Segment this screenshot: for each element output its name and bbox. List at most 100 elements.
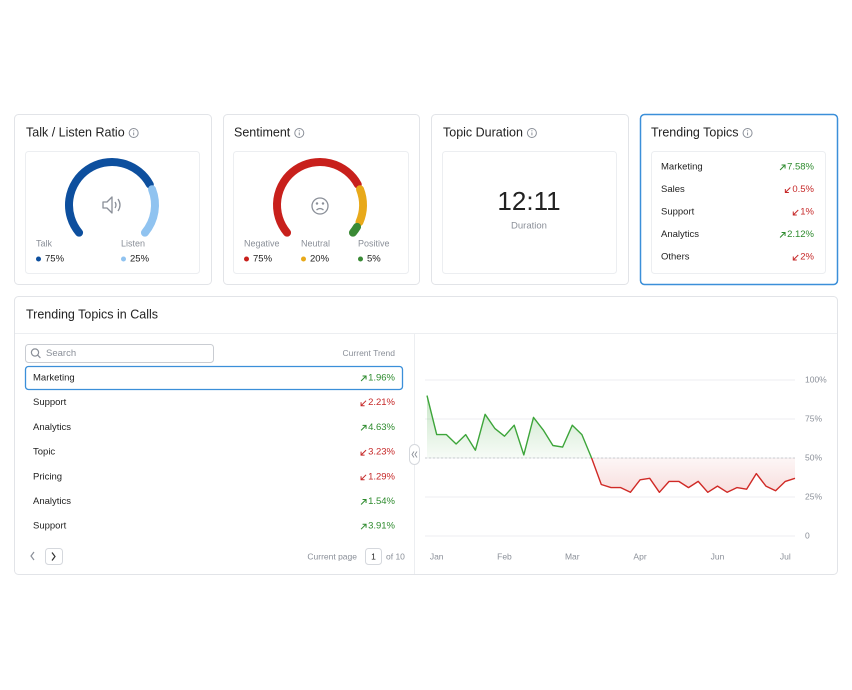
topic-change: 2% bbox=[800, 252, 814, 263]
legend-dot bbox=[121, 256, 126, 262]
legend-label: Neutral bbox=[301, 238, 330, 248]
topic-name: Support bbox=[661, 207, 695, 218]
legend-value: 75% bbox=[253, 254, 273, 265]
row-change: 2.21% bbox=[368, 397, 395, 408]
row-name: Analytics bbox=[33, 496, 71, 507]
row-name: Topic bbox=[33, 447, 55, 458]
x-tick-label: Jul bbox=[780, 551, 791, 561]
legend-value: 5% bbox=[367, 254, 381, 265]
duration-label: Duration bbox=[511, 221, 547, 232]
topic-change: 1% bbox=[800, 207, 814, 218]
card-title: Trending Topics bbox=[651, 125, 739, 139]
legend-label: Negative bbox=[244, 238, 280, 248]
legend-value: 25% bbox=[130, 254, 150, 265]
trend-arrow bbox=[360, 474, 367, 481]
y-tick-label: 0 bbox=[805, 530, 810, 540]
gauge-arc bbox=[273, 158, 362, 237]
sad-face-icon bbox=[311, 197, 329, 215]
x-tick-label: Apr bbox=[633, 551, 646, 561]
info-icon bbox=[742, 128, 753, 138]
duration-box bbox=[442, 151, 617, 274]
row-change: 1.29% bbox=[368, 471, 395, 482]
page-input[interactable] bbox=[365, 548, 382, 565]
y-tick-label: 25% bbox=[805, 491, 822, 501]
legend-label: Talk bbox=[36, 238, 53, 248]
legend-value: 20% bbox=[310, 254, 330, 265]
page-number: 1 bbox=[371, 551, 376, 561]
search-placeholder: Search bbox=[46, 348, 76, 359]
gauge-arc bbox=[348, 222, 362, 237]
gauge-arc bbox=[140, 185, 159, 237]
row-change: 1.54% bbox=[368, 496, 395, 507]
topic-change: 2.12% bbox=[787, 229, 814, 240]
legend-value: 75% bbox=[45, 254, 65, 265]
row-change: 3.91% bbox=[368, 521, 395, 532]
trend-arrow bbox=[360, 449, 367, 456]
legend-dot bbox=[36, 256, 41, 262]
y-tick-label: 75% bbox=[805, 413, 822, 423]
x-tick-label: Mar bbox=[565, 551, 580, 561]
area-fill bbox=[427, 395, 795, 493]
card-title: Talk / Listen Ratio bbox=[26, 125, 125, 139]
x-tick-label: Jun bbox=[711, 551, 725, 561]
trend-arrow bbox=[792, 254, 799, 261]
topic-name: Analytics bbox=[661, 229, 699, 240]
info-icon bbox=[746, 130, 749, 132]
trend-arrow bbox=[360, 375, 367, 382]
trend-arrow bbox=[784, 187, 791, 193]
trend-arrow bbox=[360, 400, 367, 407]
y-tick-label: 50% bbox=[805, 452, 822, 462]
speaker-icon bbox=[102, 196, 121, 214]
x-tick-label: Jan bbox=[430, 551, 444, 561]
trend-arrow bbox=[779, 164, 786, 171]
gauge-arc bbox=[65, 158, 154, 237]
row-name: Pricing bbox=[33, 471, 62, 482]
topic-change: 0.5% bbox=[792, 184, 814, 195]
row-change: 3.23% bbox=[368, 447, 395, 458]
trend-arrow bbox=[779, 232, 786, 238]
page-label: Current page bbox=[307, 551, 357, 561]
trend-arrow bbox=[360, 499, 367, 505]
row-name: Support bbox=[33, 521, 67, 532]
info-icon bbox=[128, 128, 139, 138]
topic-name: Others bbox=[661, 252, 690, 263]
x-tick-label: Feb bbox=[497, 551, 512, 561]
gauge-box bbox=[233, 151, 409, 274]
collapse-button[interactable] bbox=[409, 444, 420, 465]
page-total: of 10 bbox=[386, 551, 405, 561]
info-icon bbox=[526, 128, 537, 138]
row-name: Marketing bbox=[33, 373, 75, 384]
next-button[interactable] bbox=[45, 548, 63, 565]
topic-change: 7.58% bbox=[787, 162, 814, 173]
y-tick-label: 100% bbox=[805, 374, 827, 384]
info-icon bbox=[133, 130, 135, 132]
info-icon bbox=[298, 130, 300, 132]
card-title: Topic Duration bbox=[443, 125, 523, 139]
legend-dot bbox=[301, 256, 306, 262]
column-header: Current Trend bbox=[343, 348, 396, 358]
row-change: 1.96% bbox=[368, 373, 395, 384]
trend-arrow bbox=[792, 209, 799, 216]
info-icon bbox=[531, 130, 533, 132]
duration-value: 12:11 bbox=[497, 186, 560, 216]
trending-box bbox=[651, 151, 826, 274]
panel-title: Trending Topics in Calls bbox=[26, 307, 158, 321]
legend-label: Positive bbox=[358, 238, 390, 248]
row-name: Support bbox=[33, 397, 67, 408]
search-icon bbox=[30, 348, 41, 359]
selected-row[interactable] bbox=[24, 365, 404, 391]
calls-panel bbox=[14, 296, 838, 575]
trend-line bbox=[426, 395, 796, 493]
legend-dot bbox=[244, 256, 249, 262]
info-icon bbox=[294, 128, 305, 138]
prev-button[interactable] bbox=[30, 551, 35, 561]
trend-arrow bbox=[360, 424, 367, 431]
card-title: Sentiment bbox=[234, 125, 291, 139]
trend-arrow bbox=[360, 523, 367, 530]
search-box[interactable] bbox=[25, 344, 214, 363]
legend-dot bbox=[358, 256, 363, 262]
gauge-arc bbox=[355, 185, 367, 227]
topic-name: Marketing bbox=[661, 162, 703, 173]
row-name: Analytics bbox=[33, 422, 71, 433]
